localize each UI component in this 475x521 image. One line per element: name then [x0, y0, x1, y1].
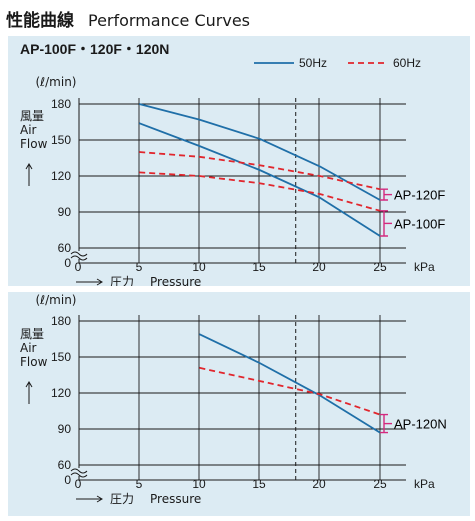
series-line-ap-120n-60hz [199, 366, 381, 416]
axis-break-icon [70, 468, 88, 478]
x-tick-label: 10 [192, 260, 206, 274]
x-axis-arrowhead-icon [96, 278, 103, 286]
x-tick-label: 25 [373, 477, 387, 491]
y-tick-label: 150 [51, 350, 71, 364]
y-tick-label: 180 [51, 97, 71, 111]
x-axis-label-en: Pressure [150, 275, 201, 289]
series-line-ap-100f-50hz [138, 122, 381, 237]
series-line-ap-120f-50hz [138, 103, 381, 201]
page-title: 性能曲線 Performance Curves [6, 6, 250, 32]
x-axis-unit: kPa [414, 260, 435, 274]
x-tick-label: 15 [252, 477, 266, 491]
x-tick-label: 20 [312, 260, 326, 274]
model-label: AP-120N [394, 417, 447, 432]
series-line-ap-120n-50hz [199, 333, 381, 434]
y-tick-label: 150 [51, 133, 71, 147]
x-tick-label: 10 [192, 477, 206, 491]
chart-panel: AP-100F・120F・120N (ℓ/min) 風量 Air Flow 0 60 90 12… [8, 36, 470, 516]
axis-break-icon [70, 251, 88, 261]
y-axis-unit: (ℓ/min) [36, 293, 77, 307]
x-tick-label: 5 [136, 477, 143, 491]
y-tick-label: 90 [58, 422, 72, 436]
model-label: AP-100F [394, 216, 445, 231]
x-tick-label: 0 [75, 260, 82, 274]
y-axis-unit: (ℓ/min) [36, 75, 77, 89]
performance-charts: AP-100F・120F・120N(ℓ/min)風量AirFlow0609012… [8, 41, 470, 506]
y-tick-label: 0 [64, 256, 71, 270]
series-line-ap-100f-60hz [139, 171, 381, 212]
y-tick-label: 60 [58, 241, 72, 255]
x-tick-label: 20 [312, 477, 326, 491]
x-tick-label: 25 [373, 260, 387, 274]
y-axis-label-line: Flow [20, 137, 48, 151]
x-tick-label: 15 [252, 260, 266, 274]
y-axis-label-line: Air [20, 341, 37, 355]
y-tick-label: 120 [51, 386, 71, 400]
x-axis-unit: kPa [414, 477, 435, 491]
y-tick-label: 60 [58, 458, 72, 472]
chart-title: AP-100F・120F・120N [20, 41, 169, 57]
y-tick-label: 120 [51, 169, 71, 183]
y-axis-label-line: 風量 [20, 109, 44, 123]
x-tick-label: 0 [75, 477, 82, 491]
model-label: AP-120F [394, 188, 445, 203]
y-axis-label-line: 風量 [20, 327, 44, 341]
series-line-ap-120f-60hz [139, 151, 381, 191]
page-title-jp: 性能曲線 [6, 11, 74, 31]
x-axis-arrowhead-icon [96, 495, 103, 503]
chart-separator [8, 286, 470, 292]
y-tick-label: 0 [64, 473, 71, 487]
y-axis-arrowhead-icon [25, 381, 33, 388]
legend-label-60hz: 60Hz [393, 56, 421, 70]
page-title-en: Performance Curves [88, 11, 251, 30]
x-tick-label: 5 [136, 260, 143, 274]
y-axis-arrowhead-icon [25, 163, 33, 170]
x-axis-label-jp: 圧力 [110, 275, 134, 289]
legend-label-50hz: 50Hz [299, 56, 327, 70]
y-axis-label-line: Flow [20, 355, 48, 369]
y-axis-label-line: Air [20, 123, 37, 137]
x-axis-label-en: Pressure [150, 492, 201, 506]
x-axis-label-jp: 圧力 [110, 492, 134, 506]
y-tick-label: 90 [58, 205, 72, 219]
y-tick-label: 180 [51, 314, 71, 328]
